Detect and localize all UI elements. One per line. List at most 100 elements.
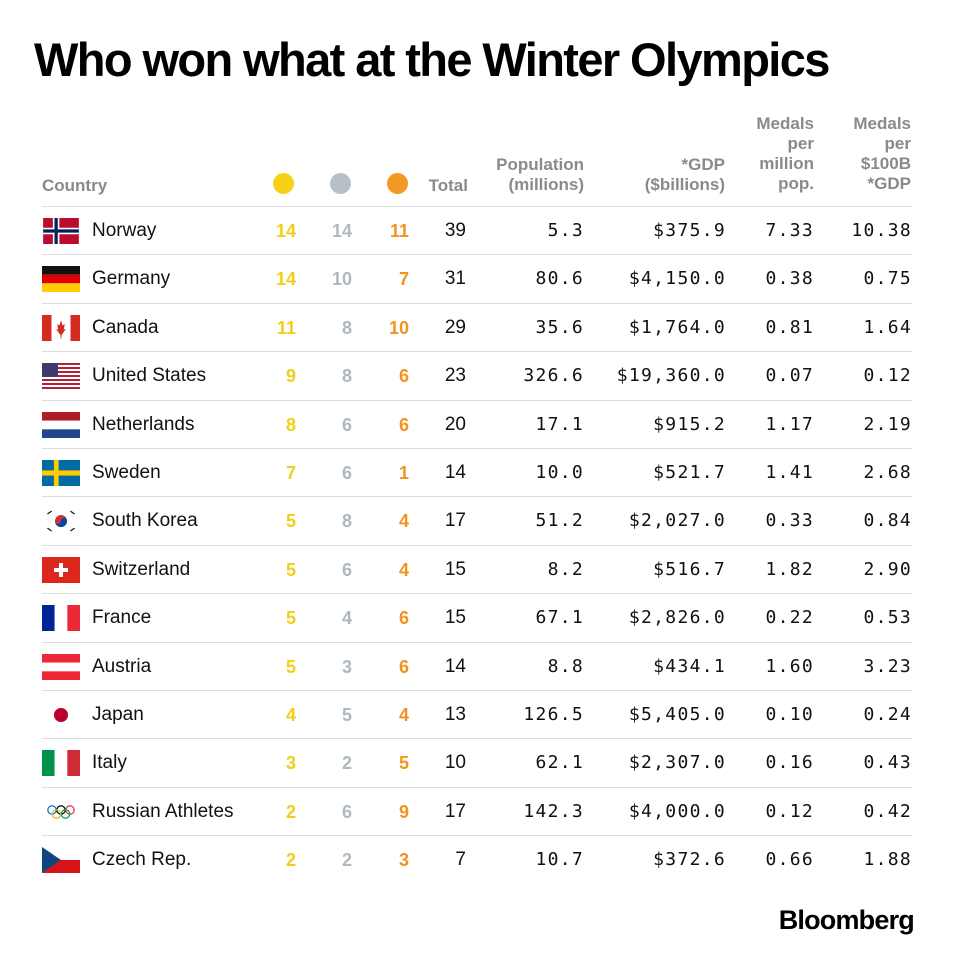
total-count: 15 xyxy=(444,607,466,629)
gdp-value: $2,826.0 xyxy=(628,607,726,629)
medals-per-gdp-value: 10.38 xyxy=(851,220,912,241)
medals-per-gdp-value: 0.24 xyxy=(863,703,912,725)
country-name: Japan xyxy=(92,703,144,725)
bloomberg-logo: Bloomberg xyxy=(778,905,915,935)
silver-count: 3 xyxy=(341,656,352,677)
silver-count: 8 xyxy=(341,511,352,532)
population-value: 17.1 xyxy=(535,413,584,435)
gdp-value: $19,360.0 xyxy=(616,365,726,387)
bronze-count: 3 xyxy=(398,850,409,871)
gold-count: 4 xyxy=(285,704,296,725)
country-name: Switzerland xyxy=(92,558,191,580)
bronze-count: 7 xyxy=(398,269,409,290)
silver-medal-dot-icon xyxy=(330,173,351,194)
silver-count: 2 xyxy=(341,753,352,774)
bronze-count: 1 xyxy=(398,462,409,483)
total-count: 29 xyxy=(444,316,466,338)
header-total: Total xyxy=(428,176,468,195)
medals-per-million-value: 0.66 xyxy=(765,849,814,871)
bronze-count: 6 xyxy=(398,414,409,435)
header-country: Country xyxy=(42,176,108,195)
population-value: 67.1 xyxy=(535,607,584,629)
germany-flag-icon xyxy=(42,266,80,293)
medals-per-million-value: 1.17 xyxy=(765,413,814,435)
country-name: Canada xyxy=(92,316,159,338)
czech-republic-flag-icon xyxy=(42,847,80,874)
total-count: 15 xyxy=(444,558,466,580)
header-gdp: *GDP ($billions) xyxy=(644,155,725,194)
total-count: 7 xyxy=(455,849,466,871)
population-value: 35.6 xyxy=(535,316,584,338)
canada-flag-icon xyxy=(42,314,80,341)
total-count: 10 xyxy=(444,752,466,774)
country-name: Germany xyxy=(92,268,171,290)
country-name: Russian Athletes xyxy=(92,800,234,822)
gdp-value: $434.1 xyxy=(653,655,726,677)
gold-count: 8 xyxy=(285,414,296,435)
gold-count: 14 xyxy=(275,269,296,290)
gdp-value: $5,405.0 xyxy=(628,703,726,725)
medals-per-gdp-value: 1.64 xyxy=(863,316,912,338)
header-medals-per-gdp: Medals per $100B *GDP xyxy=(853,114,911,193)
medals-per-gdp-value: 0.43 xyxy=(863,752,912,774)
population-value: 10.7 xyxy=(535,849,584,871)
table-row: Germany 14 10 7 31 80.6 $4,150.0 0.38 0.75 xyxy=(42,254,912,302)
population-value: 80.6 xyxy=(535,268,584,290)
medals-per-million-value: 0.10 xyxy=(765,703,814,725)
total-count: 13 xyxy=(444,703,466,725)
gold-count: 9 xyxy=(285,366,296,387)
silver-count: 6 xyxy=(341,462,352,483)
population-value: 51.2 xyxy=(535,510,584,532)
gdp-value: $2,307.0 xyxy=(628,752,726,774)
france-flag-icon xyxy=(42,605,80,632)
table-row: United States 9 8 6 23 326.6 $19,360.0 0.07 0.12 xyxy=(42,351,912,399)
bronze-count: 6 xyxy=(398,656,409,677)
table-row: Norway 14 14 11 39 5.3 $375.9 7.33 10.38 xyxy=(42,206,912,254)
population-value: 126.5 xyxy=(523,703,584,725)
medals-per-gdp-value: 0.84 xyxy=(863,510,912,532)
bronze-count: 9 xyxy=(398,801,409,822)
population-value: 326.6 xyxy=(523,365,584,387)
medals-per-gdp-value: 2.90 xyxy=(863,558,912,580)
medals-per-million-value: 0.33 xyxy=(765,510,814,532)
gdp-value: $1,764.0 xyxy=(628,316,726,338)
table-row: Japan 4 5 4 13 126.5 $5,405.0 0.10 0.24 xyxy=(42,689,912,738)
medals-per-million-value: 1.82 xyxy=(765,558,814,580)
country-name: Czech Rep. xyxy=(92,849,192,871)
japan-flag-icon xyxy=(42,701,80,728)
gdp-value: $4,150.0 xyxy=(628,268,726,290)
medals-per-million-value: 0.16 xyxy=(765,752,814,774)
gold-count: 5 xyxy=(285,656,296,677)
population-value: 8.2 xyxy=(547,558,584,580)
medals-per-million-value: 0.38 xyxy=(765,268,814,290)
medals-per-million-value: 1.60 xyxy=(765,655,814,677)
medals-per-million-value: 0.07 xyxy=(765,365,814,387)
bronze-count: 5 xyxy=(398,753,409,774)
bronze-count: 4 xyxy=(398,559,409,580)
bronze-count: 11 xyxy=(389,221,409,241)
gold-count: 5 xyxy=(285,511,296,532)
gold-count: 2 xyxy=(285,801,296,822)
medals-per-gdp-value: 0.53 xyxy=(863,607,912,629)
austria-flag-icon xyxy=(42,653,80,680)
total-count: 20 xyxy=(444,413,466,435)
netherlands-flag-icon xyxy=(42,411,80,438)
medals-per-gdp-value: 2.19 xyxy=(863,413,912,435)
medals-per-million-value: 0.22 xyxy=(765,607,814,629)
gdp-value: $915.2 xyxy=(653,413,726,435)
medals-per-gdp-value: 1.88 xyxy=(863,849,912,871)
country-name: South Korea xyxy=(92,510,198,532)
silver-count: 8 xyxy=(341,366,352,387)
gold-medal-dot-icon xyxy=(273,173,294,194)
table-row: Netherlands 8 6 6 20 17.1 $915.2 1.17 2.19 xyxy=(42,399,912,448)
population-value: 5.3 xyxy=(547,220,584,241)
gdp-value: $2,027.0 xyxy=(628,510,726,532)
silver-count: 10 xyxy=(331,269,352,290)
total-count: 31 xyxy=(444,268,466,290)
country-name: Netherlands xyxy=(92,413,195,435)
total-count: 17 xyxy=(444,510,466,532)
population-value: 10.0 xyxy=(535,461,584,483)
total-count: 14 xyxy=(444,655,466,677)
gold-count: 14 xyxy=(275,221,296,241)
medals-per-gdp-value: 3.23 xyxy=(863,655,912,677)
